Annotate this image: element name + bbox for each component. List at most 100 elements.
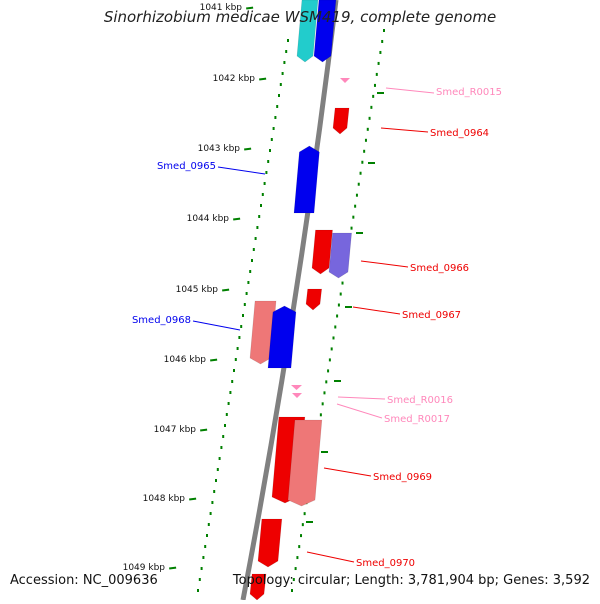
- accession-text: Accession: NC_009636: [10, 573, 158, 588]
- tick-dot: [327, 369, 330, 373]
- gene-block-smed-0970: [257, 518, 283, 568]
- tick-dot: [269, 149, 271, 152]
- tick-dot: [204, 545, 207, 548]
- scale-label: 1045 kbp: [176, 285, 219, 295]
- tick-dot: [206, 534, 208, 537]
- tick-dot: [375, 72, 378, 76]
- tick-dot: [328, 358, 331, 362]
- gene-label-connector: [360, 260, 409, 268]
- tick-dot: [240, 325, 243, 328]
- tick-dot: [272, 127, 275, 130]
- tick-dot: [366, 127, 369, 131]
- scale-tick: [321, 451, 328, 453]
- gene-label-connector: [380, 127, 429, 133]
- tick-dot: [198, 578, 201, 581]
- tick-dot: [258, 215, 261, 218]
- tick-dot: [202, 556, 205, 559]
- tick-dot: [222, 435, 225, 438]
- tick-dot: [368, 116, 371, 120]
- gene-block-smed-0966: [311, 229, 333, 275]
- tick-dot: [296, 556, 299, 560]
- scale-tick: [306, 521, 313, 523]
- tick-dot: [355, 193, 358, 197]
- tick-dot: [231, 380, 234, 383]
- gene-label-connector: [337, 396, 386, 400]
- tick-dot: [332, 336, 335, 340]
- rna-marker: [292, 393, 302, 398]
- gene-block: [296, 0, 319, 63]
- tick-dot: [256, 226, 259, 229]
- tick-dot: [291, 589, 293, 592]
- scale-tick: [356, 232, 363, 234]
- scale-tick: [189, 497, 197, 501]
- tick-dot: [373, 83, 376, 87]
- tick-dot: [252, 248, 255, 251]
- tick-dot: [197, 589, 199, 592]
- tick-dot: [285, 50, 288, 53]
- tick-dot: [330, 347, 333, 351]
- tick-dot: [229, 391, 232, 394]
- gene-label-connector: [336, 403, 383, 419]
- tick-dot: [372, 94, 375, 98]
- gene-label: Smed_0970: [356, 558, 415, 569]
- scale-label: 1041 kbp: [200, 3, 243, 13]
- gene-label-connector: [323, 467, 372, 477]
- rna-marker: [291, 385, 302, 390]
- gene-label: Smed_0968: [132, 315, 191, 326]
- tick-dot: [359, 171, 362, 175]
- tick-dot: [357, 182, 360, 186]
- gene-block-smed-0969: [287, 419, 323, 507]
- tick-dot: [287, 39, 289, 42]
- tick-dot: [245, 292, 248, 295]
- tick-dot: [281, 72, 284, 75]
- tick-dot: [325, 380, 328, 384]
- tick-dot: [249, 270, 252, 273]
- scale-label: 1048 kbp: [143, 494, 186, 504]
- scale-tick: [259, 77, 267, 81]
- tick-dot: [319, 413, 322, 417]
- tick-dot: [227, 402, 230, 405]
- tick-dot: [247, 281, 250, 284]
- tick-dot: [279, 83, 282, 86]
- tick-dot: [242, 314, 244, 317]
- gene-block-smed-0967: [305, 288, 323, 311]
- tick-dot: [234, 358, 237, 361]
- scale-label: 1044 kbp: [187, 214, 230, 224]
- tick-dot: [383, 29, 385, 32]
- tick-dot: [267, 160, 270, 163]
- tick-dot: [300, 534, 303, 538]
- gene-label-connector: [192, 320, 241, 331]
- scale-tick: [368, 162, 375, 164]
- tick-dot: [341, 281, 344, 285]
- gene-label: Smed_R0017: [384, 414, 450, 425]
- scale-label: 1042 kbp: [213, 74, 256, 84]
- scale-tick: [334, 380, 341, 382]
- tick-dot: [377, 61, 380, 65]
- tick-dot: [215, 479, 217, 482]
- tick-dot: [200, 567, 203, 570]
- gene-block: [313, 0, 337, 63]
- gene-label: Smed_R0016: [387, 395, 453, 406]
- scale-label: 1043 kbp: [198, 144, 241, 154]
- tick-dot: [276, 105, 279, 108]
- tick-dot: [379, 50, 382, 54]
- tick-dot: [336, 314, 339, 318]
- gene-label-connector: [385, 87, 435, 94]
- gene-block-smed-0965: [293, 145, 320, 214]
- tick-dot: [381, 39, 384, 43]
- tick-dot: [225, 413, 228, 416]
- tick-dot: [265, 171, 268, 174]
- gene-label-connector: [352, 306, 401, 315]
- gene-label: Smed_0964: [430, 128, 489, 139]
- gene-label: Smed_0966: [410, 263, 469, 274]
- scale-tick: [377, 92, 384, 94]
- gene-label: Smed_0965: [157, 161, 216, 172]
- tick-dot: [323, 391, 326, 395]
- backbone-line: [240, 0, 339, 601]
- tick-dot: [251, 259, 253, 262]
- tick-dot: [213, 490, 216, 493]
- rna-marker: [340, 78, 350, 83]
- tick-dot: [321, 402, 324, 406]
- tick-dot: [363, 149, 366, 153]
